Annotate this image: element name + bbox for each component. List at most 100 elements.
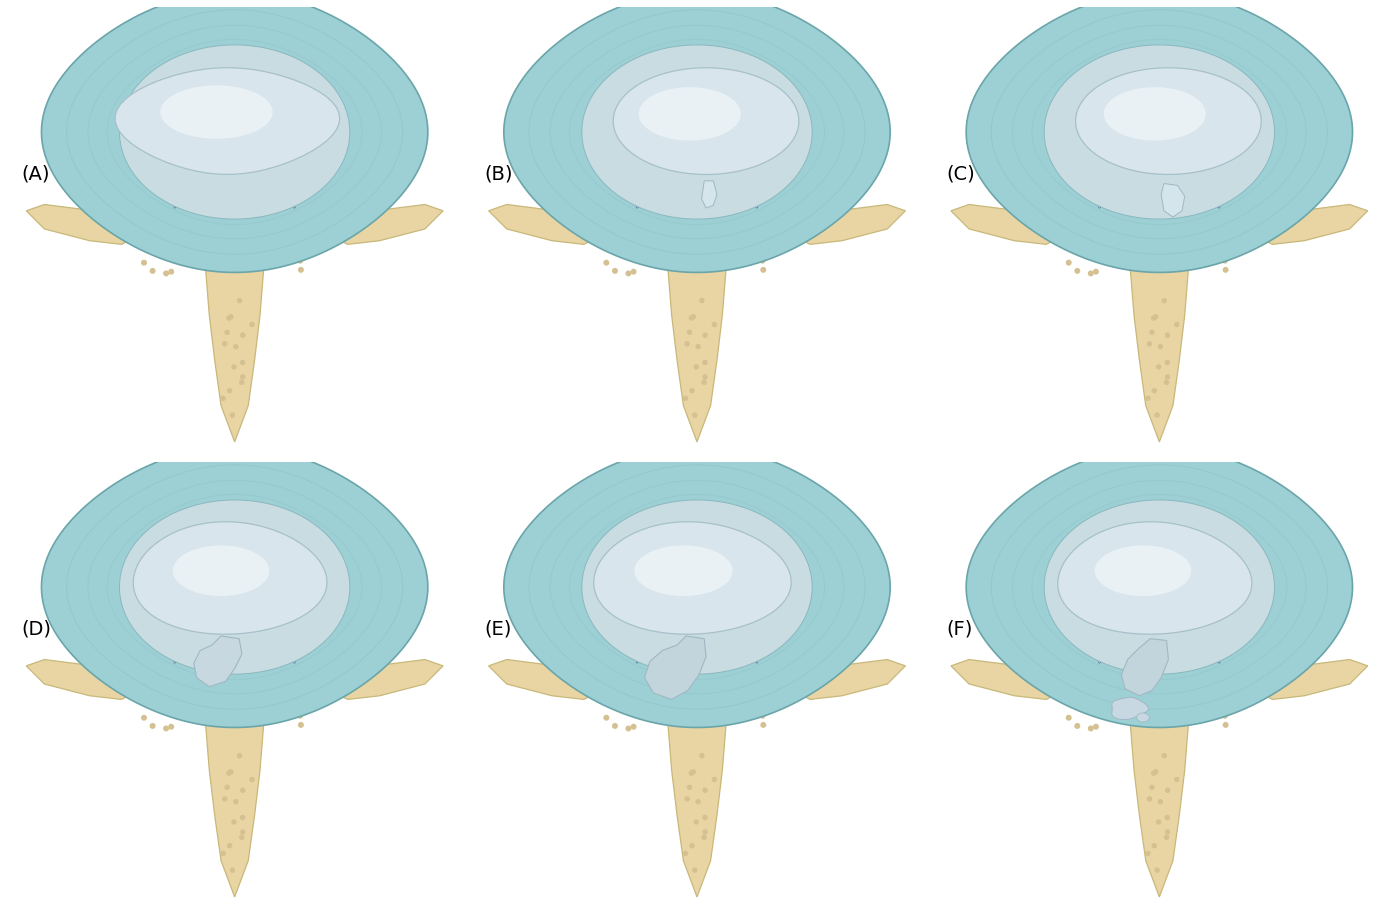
Polygon shape bbox=[269, 186, 300, 218]
Text: (B): (B) bbox=[484, 164, 513, 183]
Circle shape bbox=[1158, 345, 1163, 349]
Circle shape bbox=[608, 221, 612, 225]
Circle shape bbox=[684, 342, 689, 346]
Circle shape bbox=[1147, 342, 1151, 346]
Circle shape bbox=[1146, 396, 1150, 400]
Circle shape bbox=[151, 724, 155, 728]
Text: (D): (D) bbox=[22, 620, 52, 638]
Circle shape bbox=[608, 676, 612, 680]
Circle shape bbox=[169, 269, 173, 274]
Polygon shape bbox=[488, 659, 597, 700]
Circle shape bbox=[626, 727, 630, 731]
Circle shape bbox=[1250, 230, 1255, 234]
Circle shape bbox=[1064, 679, 1069, 683]
Circle shape bbox=[1075, 268, 1079, 273]
Circle shape bbox=[1086, 685, 1090, 690]
Polygon shape bbox=[1104, 88, 1206, 140]
Circle shape bbox=[1150, 786, 1154, 789]
Circle shape bbox=[146, 221, 151, 225]
Circle shape bbox=[298, 258, 302, 263]
Circle shape bbox=[1151, 316, 1156, 320]
Polygon shape bbox=[1259, 659, 1368, 700]
Circle shape bbox=[1223, 258, 1227, 263]
Circle shape bbox=[626, 271, 630, 276]
Circle shape bbox=[1089, 727, 1093, 731]
Circle shape bbox=[1156, 869, 1160, 872]
Circle shape bbox=[1147, 797, 1151, 801]
Circle shape bbox=[1154, 314, 1157, 319]
Circle shape bbox=[164, 727, 169, 731]
Circle shape bbox=[145, 681, 149, 686]
Circle shape bbox=[1061, 675, 1066, 680]
Circle shape bbox=[687, 330, 691, 335]
Circle shape bbox=[1165, 333, 1170, 337]
Circle shape bbox=[683, 396, 687, 400]
Circle shape bbox=[142, 260, 146, 265]
Circle shape bbox=[619, 704, 625, 709]
Polygon shape bbox=[594, 522, 792, 634]
Polygon shape bbox=[1076, 67, 1262, 174]
Circle shape bbox=[789, 231, 793, 236]
Circle shape bbox=[782, 680, 786, 684]
Circle shape bbox=[241, 788, 245, 792]
Circle shape bbox=[696, 345, 700, 349]
Circle shape bbox=[782, 224, 786, 229]
Text: (A): (A) bbox=[22, 164, 50, 183]
Circle shape bbox=[693, 869, 697, 872]
Circle shape bbox=[227, 771, 231, 775]
Polygon shape bbox=[1054, 646, 1264, 692]
Circle shape bbox=[169, 725, 173, 729]
Circle shape bbox=[691, 314, 696, 319]
Circle shape bbox=[606, 681, 611, 686]
Circle shape bbox=[250, 777, 254, 782]
Polygon shape bbox=[1131, 725, 1188, 897]
Polygon shape bbox=[194, 636, 243, 687]
Circle shape bbox=[760, 714, 765, 718]
Circle shape bbox=[227, 316, 231, 320]
Circle shape bbox=[321, 680, 325, 684]
Polygon shape bbox=[591, 646, 803, 692]
Polygon shape bbox=[634, 546, 733, 596]
Polygon shape bbox=[732, 642, 763, 672]
Polygon shape bbox=[173, 546, 269, 596]
Circle shape bbox=[631, 725, 636, 729]
Polygon shape bbox=[1136, 713, 1150, 722]
Circle shape bbox=[1071, 676, 1075, 680]
Circle shape bbox=[325, 230, 330, 234]
Circle shape bbox=[1165, 788, 1170, 792]
Circle shape bbox=[1072, 219, 1076, 223]
Polygon shape bbox=[581, 500, 813, 674]
Polygon shape bbox=[269, 642, 300, 672]
Circle shape bbox=[231, 365, 236, 369]
Circle shape bbox=[687, 786, 691, 789]
Circle shape bbox=[230, 413, 234, 417]
Circle shape bbox=[1094, 269, 1098, 274]
Circle shape bbox=[158, 704, 162, 709]
Circle shape bbox=[241, 333, 245, 337]
Circle shape bbox=[611, 219, 615, 223]
Polygon shape bbox=[1193, 642, 1224, 672]
Circle shape bbox=[1157, 365, 1161, 369]
Polygon shape bbox=[206, 270, 263, 442]
Circle shape bbox=[160, 230, 166, 235]
Circle shape bbox=[227, 389, 231, 393]
Circle shape bbox=[148, 219, 152, 223]
Polygon shape bbox=[966, 446, 1352, 727]
Circle shape bbox=[325, 685, 330, 690]
Circle shape bbox=[1163, 299, 1167, 302]
Circle shape bbox=[623, 230, 627, 235]
Circle shape bbox=[298, 267, 302, 272]
Circle shape bbox=[1250, 687, 1255, 692]
Circle shape bbox=[599, 675, 604, 680]
Polygon shape bbox=[1161, 183, 1185, 217]
Circle shape bbox=[146, 676, 151, 680]
Circle shape bbox=[602, 223, 606, 228]
Circle shape bbox=[1163, 753, 1167, 758]
Circle shape bbox=[326, 231, 330, 236]
Circle shape bbox=[1245, 680, 1249, 684]
Circle shape bbox=[1175, 777, 1179, 782]
Circle shape bbox=[703, 835, 707, 839]
Circle shape bbox=[683, 851, 687, 856]
Polygon shape bbox=[503, 446, 891, 727]
Circle shape bbox=[761, 723, 765, 727]
